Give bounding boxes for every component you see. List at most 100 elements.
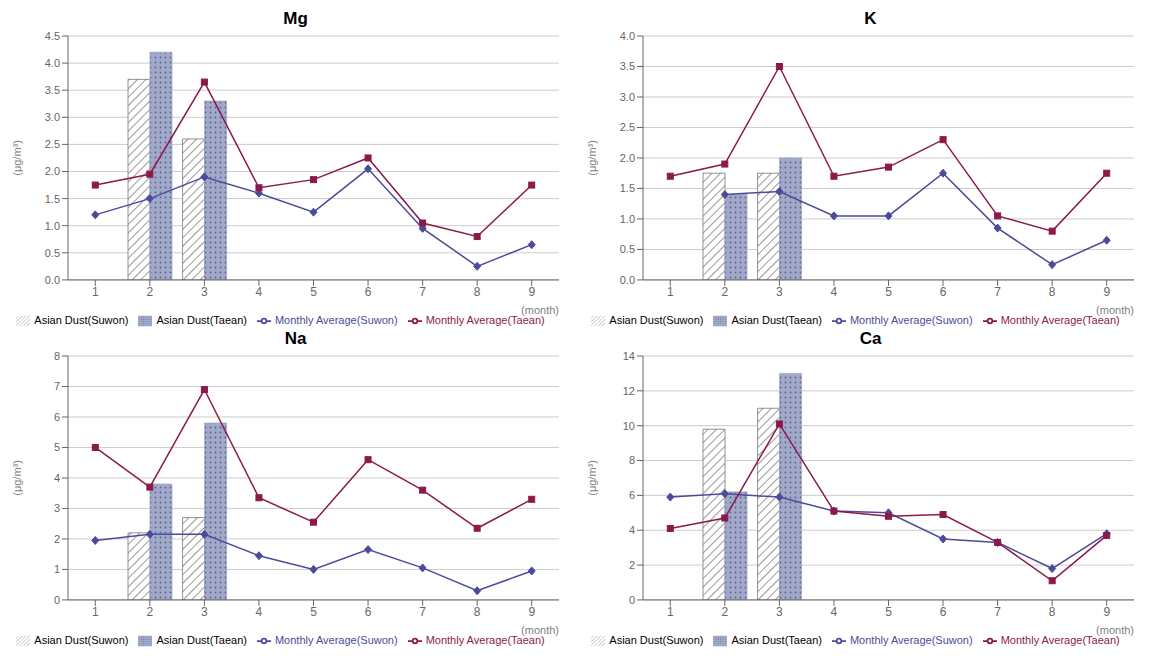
svg-text:2: 2 [54,533,60,545]
svg-text:7: 7 [994,285,1001,299]
svg-text:4: 4 [629,524,635,536]
svg-text:1.5: 1.5 [45,193,60,205]
svg-text:4.5: 4.5 [45,30,60,42]
svg-text:9: 9 [528,605,535,619]
svg-text:4: 4 [831,605,838,619]
svg-text:7: 7 [419,605,426,619]
svg-text:(μg/m³): (μg/m³) [11,140,23,176]
svg-text:5: 5 [310,605,317,619]
svg-text:6: 6 [54,411,60,423]
svg-text:1: 1 [667,605,674,619]
svg-text:6: 6 [365,605,372,619]
svg-text:5: 5 [310,285,317,299]
svg-text:8: 8 [474,605,481,619]
html-text:Asian Dust(Suwon): Asian Dust(Suwon) [34,633,129,646]
svg-text:4: 4 [831,285,838,299]
svg-text:8: 8 [474,285,481,299]
svg-text:8: 8 [1049,605,1056,619]
svg-text:6: 6 [365,285,372,299]
svg-text:4: 4 [256,605,263,619]
html-text:Monthly Average(Suwon): Monthly Average(Suwon) [275,633,398,646]
svg-text:1: 1 [54,563,60,575]
svg-text:2.0: 2.0 [45,165,60,177]
svg-text:5: 5 [54,441,60,453]
html-text:Asian Dust(Taean): Asian Dust(Taean) [156,313,247,326]
svg-text:4: 4 [256,285,263,299]
svg-text:4: 4 [54,472,60,484]
svg-text:1.5: 1.5 [620,182,635,194]
svg-text:3: 3 [776,285,783,299]
svg-text:6: 6 [940,285,947,299]
html-text:Asian Dust(Taean): Asian Dust(Taean) [156,633,247,646]
svg-text:3: 3 [201,605,208,619]
svg-text:5: 5 [885,605,892,619]
svg-text:0.0: 0.0 [45,274,60,286]
html-text:Monthly Average(Taean): Monthly Average(Taean) [425,313,545,326]
svg-text:3: 3 [54,502,60,514]
svg-text:1: 1 [667,285,674,299]
html-text:Monthly Average(Taean): Monthly Average(Taean) [425,633,545,646]
html-text:Ca: Ca [859,329,882,348]
svg-text:1: 1 [92,285,99,299]
html-text:Asian Dust(Taean): Asian Dust(Taean) [731,633,822,646]
html-text:Monthly Average(Taean): Monthly Average(Taean) [1000,633,1120,646]
html-text:Monthly Average(Suwon): Monthly Average(Suwon) [275,313,398,326]
svg-text:3.0: 3.0 [45,111,60,123]
svg-text:2: 2 [146,285,153,299]
svg-text:2.0: 2.0 [620,152,635,164]
html-text:K: K [864,9,877,28]
svg-text:8: 8 [629,454,635,466]
svg-text:2: 2 [146,605,153,619]
svg-text:(μg/m³): (μg/m³) [586,460,598,496]
svg-text:7: 7 [419,285,426,299]
svg-text:6: 6 [940,605,947,619]
html-text:Asian Dust(Suwon): Asian Dust(Suwon) [609,633,704,646]
svg-text:2.5: 2.5 [45,138,60,150]
svg-text:(month): (month) [521,304,559,316]
html-text:Mg: Mg [283,9,308,28]
svg-text:9: 9 [528,285,535,299]
svg-text:2: 2 [721,285,728,299]
svg-text:3.0: 3.0 [620,91,635,103]
svg-text:6: 6 [629,489,635,501]
svg-text:5: 5 [885,285,892,299]
svg-text:12: 12 [623,385,635,397]
svg-text:(μg/m³): (μg/m³) [11,460,23,496]
html-text:Monthly Average(Suwon): Monthly Average(Suwon) [850,313,973,326]
svg-text:(μg/m³): (μg/m³) [586,140,598,176]
svg-text:0: 0 [629,594,635,606]
svg-text:0.0: 0.0 [620,274,635,286]
svg-text:3.5: 3.5 [620,60,635,72]
svg-text:2.5: 2.5 [620,121,635,133]
svg-text:(month): (month) [1096,624,1134,636]
svg-text:7: 7 [54,380,60,392]
html-text:Asian Dust(Suwon): Asian Dust(Suwon) [34,313,129,326]
html-text:Monthly Average(Suwon): Monthly Average(Suwon) [850,633,973,646]
svg-text:3: 3 [776,605,783,619]
svg-text:3: 3 [201,285,208,299]
svg-text:8: 8 [1049,285,1056,299]
svg-text:1: 1 [92,605,99,619]
svg-text:8: 8 [54,350,60,362]
html-text:Asian Dust(Suwon): Asian Dust(Suwon) [609,313,704,326]
svg-text:14: 14 [623,350,635,362]
svg-text:1.0: 1.0 [45,220,60,232]
svg-text:(month): (month) [1096,304,1134,316]
svg-text:7: 7 [994,605,1001,619]
svg-text:9: 9 [1103,285,1110,299]
svg-text:2: 2 [629,559,635,571]
svg-text:(month): (month) [521,624,559,636]
html-text:Na: Na [284,329,307,348]
svg-text:10: 10 [623,420,635,432]
svg-text:0.5: 0.5 [45,247,60,259]
svg-text:2: 2 [721,605,728,619]
svg-text:4.0: 4.0 [45,57,60,69]
svg-text:0.5: 0.5 [620,243,635,255]
svg-text:9: 9 [1103,605,1110,619]
html-text:Monthly Average(Taean): Monthly Average(Taean) [1000,313,1120,326]
svg-text:0: 0 [54,594,60,606]
svg-text:3.5: 3.5 [45,84,60,96]
svg-text:4.0: 4.0 [620,30,635,42]
html-text:Asian Dust(Taean): Asian Dust(Taean) [731,313,822,326]
svg-text:1.0: 1.0 [620,213,635,225]
